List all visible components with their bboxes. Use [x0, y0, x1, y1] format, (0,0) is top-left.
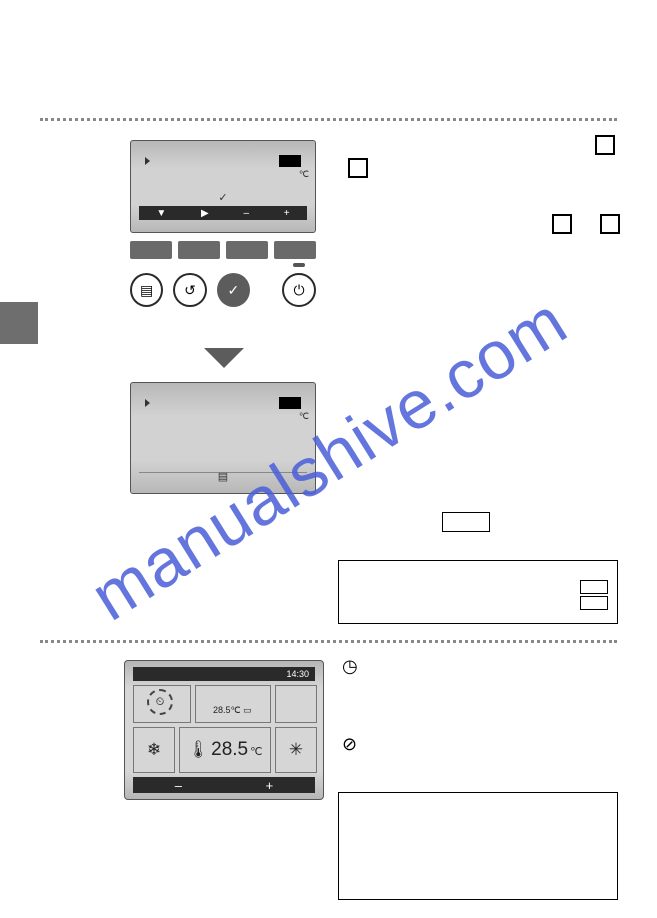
checkbox-2	[348, 158, 368, 178]
power-led	[293, 263, 305, 267]
strip-minus-icon[interactable]: –	[243, 208, 249, 219]
note-box-1	[338, 560, 618, 624]
grey-button-1[interactable]	[130, 241, 172, 259]
small-ref-box	[442, 512, 490, 532]
screen-button-strip: ▼ ▶ – +	[139, 206, 307, 220]
caret-icon	[145, 157, 150, 165]
lcd-zone-room-temp	[195, 685, 271, 723]
lcd-zone-set-temp: 🌡 28.5 ℃	[179, 727, 271, 773]
dotted-separator-bottom	[40, 640, 617, 643]
checkbox-4	[600, 214, 620, 234]
checkbox-3	[552, 214, 572, 234]
grey-button-2[interactable]	[178, 241, 220, 259]
timer-icon: ⏲	[156, 696, 165, 709]
lcd-top-bar: 14:30	[133, 667, 315, 681]
dotted-separator-top	[40, 118, 617, 121]
controller-screen-2: ℃ ▤	[130, 382, 316, 494]
round-button-row: ▤ ↺ ✓ ⏻	[130, 273, 316, 307]
clock-icon: ◷	[342, 656, 358, 677]
strip-right-icon[interactable]: ▶	[201, 208, 209, 219]
lcd-panel: 14:30 ⏲ 28.5℃ ▭ ❄ 🌡 28.5 ℃ ✳ – +	[124, 660, 324, 800]
confirm-button[interactable]: ✓	[217, 273, 250, 307]
page-side-tab	[0, 302, 38, 344]
back-button[interactable]: ↺	[173, 273, 206, 307]
power-button[interactable]: ⏻	[282, 273, 316, 307]
stacked-box-b	[580, 596, 608, 610]
strip-down-icon[interactable]: ▼	[156, 208, 166, 219]
timer-highlight-circle: ⏲	[147, 689, 173, 715]
set-temp-value: 28.5	[211, 739, 248, 761]
fan-icon: ✳	[289, 740, 303, 760]
menu-button[interactable]: ▤	[130, 273, 163, 307]
degree-c-label: ℃	[299, 169, 309, 180]
strip-plus-icon[interactable]: +	[284, 208, 290, 219]
degree-c-label-2: ℃	[299, 411, 309, 422]
mode-block-icon	[279, 155, 301, 167]
controller-screen-1: ℃ ✓ ▼ ▶ – +	[130, 140, 316, 233]
thermostat-display: 14:30 ⏲ 28.5℃ ▭ ❄ 🌡 28.5 ℃ ✳ – +	[124, 660, 324, 800]
clock-off-icon: ⊘	[342, 734, 357, 755]
grey-button-4[interactable]	[274, 241, 316, 259]
set-temp-unit: ℃	[250, 745, 262, 758]
caret-icon-2	[145, 399, 150, 407]
grey-button-row	[130, 241, 316, 259]
controller-device-1: ℃ ✓ ▼ ▶ – + ▤ ↺ ✓ ⏻	[130, 140, 316, 307]
screen-check-icon: ✓	[218, 191, 227, 204]
lcd-bottom-bar: – +	[133, 777, 315, 793]
grey-button-3[interactable]	[226, 241, 268, 259]
cool-mode-icon: ❄	[147, 740, 161, 760]
room-temp-label: 28.5℃ ▭	[213, 705, 252, 716]
down-arrow-icon	[204, 348, 244, 368]
mode-block-icon-2	[279, 397, 301, 409]
thermo-icon: 🌡	[188, 740, 210, 760]
lcd-zone-mode[interactable]: ❄	[133, 727, 175, 773]
clock-time-label: 14:30	[286, 669, 309, 679]
set-temperature: 🌡 28.5 ℃	[188, 739, 263, 761]
lcd-zone-top-right	[275, 685, 317, 723]
stacked-box-a	[580, 580, 608, 594]
screen-menu-icon: ▤	[218, 470, 228, 483]
note-box-2	[338, 792, 618, 900]
checkbox-1	[595, 135, 615, 155]
temp-minus-button[interactable]: –	[175, 778, 182, 793]
temp-plus-button[interactable]: +	[266, 778, 274, 793]
controller-device-2: ℃ ▤	[130, 382, 316, 494]
lcd-zone-fan[interactable]: ✳	[275, 727, 317, 773]
